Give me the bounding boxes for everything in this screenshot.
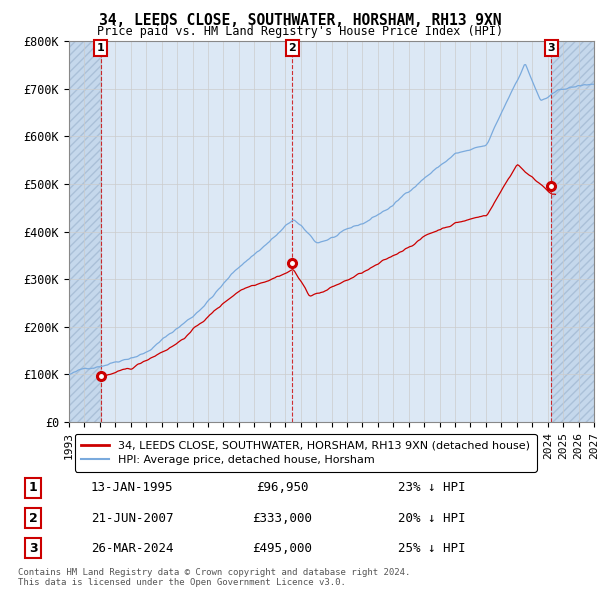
Text: 2: 2 bbox=[29, 512, 37, 525]
Text: 25% ↓ HPI: 25% ↓ HPI bbox=[398, 542, 466, 555]
Text: 3: 3 bbox=[29, 542, 37, 555]
Text: Contains HM Land Registry data © Crown copyright and database right 2024.
This d: Contains HM Land Registry data © Crown c… bbox=[18, 568, 410, 587]
Text: 3: 3 bbox=[547, 43, 555, 53]
Text: Price paid vs. HM Land Registry's House Price Index (HPI): Price paid vs. HM Land Registry's House … bbox=[97, 25, 503, 38]
Polygon shape bbox=[551, 41, 594, 422]
Text: 2: 2 bbox=[289, 43, 296, 53]
Text: £495,000: £495,000 bbox=[252, 542, 312, 555]
Text: 21-JUN-2007: 21-JUN-2007 bbox=[91, 512, 173, 525]
Polygon shape bbox=[69, 41, 101, 422]
Text: 1: 1 bbox=[29, 481, 37, 494]
Text: 13-JAN-1995: 13-JAN-1995 bbox=[91, 481, 173, 494]
Text: 26-MAR-2024: 26-MAR-2024 bbox=[91, 542, 173, 555]
Text: 34, LEEDS CLOSE, SOUTHWATER, HORSHAM, RH13 9XN: 34, LEEDS CLOSE, SOUTHWATER, HORSHAM, RH… bbox=[99, 13, 501, 28]
Text: £333,000: £333,000 bbox=[252, 512, 312, 525]
Text: £96,950: £96,950 bbox=[256, 481, 308, 494]
Text: 20% ↓ HPI: 20% ↓ HPI bbox=[398, 512, 466, 525]
Legend: 34, LEEDS CLOSE, SOUTHWATER, HORSHAM, RH13 9XN (detached house), HPI: Average pr: 34, LEEDS CLOSE, SOUTHWATER, HORSHAM, RH… bbox=[74, 434, 536, 472]
Text: 23% ↓ HPI: 23% ↓ HPI bbox=[398, 481, 466, 494]
Text: 1: 1 bbox=[97, 43, 104, 53]
